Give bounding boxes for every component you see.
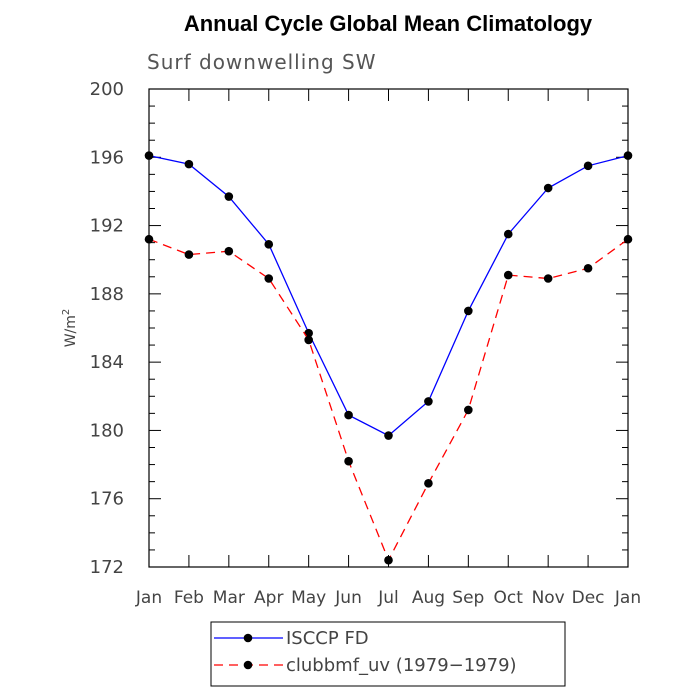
series-1-point [184,159,194,169]
series-2-point [623,234,633,244]
x-tick-label: May [291,588,326,608]
series-1-point [384,431,393,440]
x-tick-label: Jan [135,588,162,608]
series-1-point [464,306,473,316]
series-layer [144,151,633,565]
x-tick-label: Nov [532,588,565,608]
legend-box [210,621,566,687]
legend-label-2: clubbmf_uv (1979−1979) [286,655,517,676]
series-1-point [543,183,553,193]
x-tick-label: Aug [412,588,445,608]
y-tick-label: 196 [90,147,124,168]
series-2-point [503,270,513,280]
y-tick-label: 192 [90,216,124,237]
legend-marker-1 [243,633,253,643]
y-tick-label: 180 [90,420,124,441]
series-1-point [344,410,353,420]
series-1-point [424,397,433,406]
x-tick-label: Feb [174,588,204,608]
series-1-point [623,151,633,160]
series-2-point [424,479,433,488]
x-tick-label: Jun [334,588,362,608]
x-tick-label: Jan [614,588,641,608]
series-line-1 [148,154,629,437]
x-tick-label: Dec [572,588,605,608]
series-2-point [344,456,353,466]
y-axis-ticks: 172 176 180 184 188 192 196 200 [90,79,628,578]
series-1-point [304,328,313,338]
series-2-point [184,250,194,259]
series-2-point [583,263,593,273]
x-tick-label: Sep [452,588,484,608]
chart-title: Annual Cycle Global Mean Climatology [184,11,593,36]
series-2-point [464,405,473,415]
plot-frame [148,88,629,568]
y-tick-label: 184 [90,352,124,373]
series-1-point [503,229,513,239]
series-2-point [264,274,274,283]
legend-marker-2 [243,660,253,670]
y-tick-label: 200 [90,79,124,100]
y-axis-label: W/m2 [61,309,79,348]
series-2-point [384,555,393,565]
x-tick-label: Apr [254,588,283,608]
series-2-point [144,234,154,244]
series-1-point [583,161,593,171]
series-2-point [543,274,553,283]
series-1-point [224,192,234,201]
series-line-2 [148,238,629,562]
x-tick-label: Mar [213,588,245,608]
series-2-point [224,246,234,256]
legend: ISCCP FD clubbmf_uv (1979−1979) [214,628,517,676]
y-tick-label: 188 [90,284,124,305]
series-1-point [264,240,274,249]
y-axis-label-base: W/m [63,315,79,347]
chart-subtitle: Surf downwelling SW [147,50,377,74]
x-tick-label: Oct [494,588,524,608]
x-axis-ticks: Jan Feb Mar Apr May Jun Jul Aug Sep Oct Nov Dec Jan [135,89,641,608]
legend-label-1: ISCCP FD [286,628,369,649]
y-tick-label: 176 [90,489,124,510]
series-2-point [304,335,313,345]
x-tick-label: Jul [377,588,399,608]
y-tick-label: 172 [90,557,124,578]
series-1-point [144,151,154,160]
y-axis-label-sup: 2 [61,309,72,315]
